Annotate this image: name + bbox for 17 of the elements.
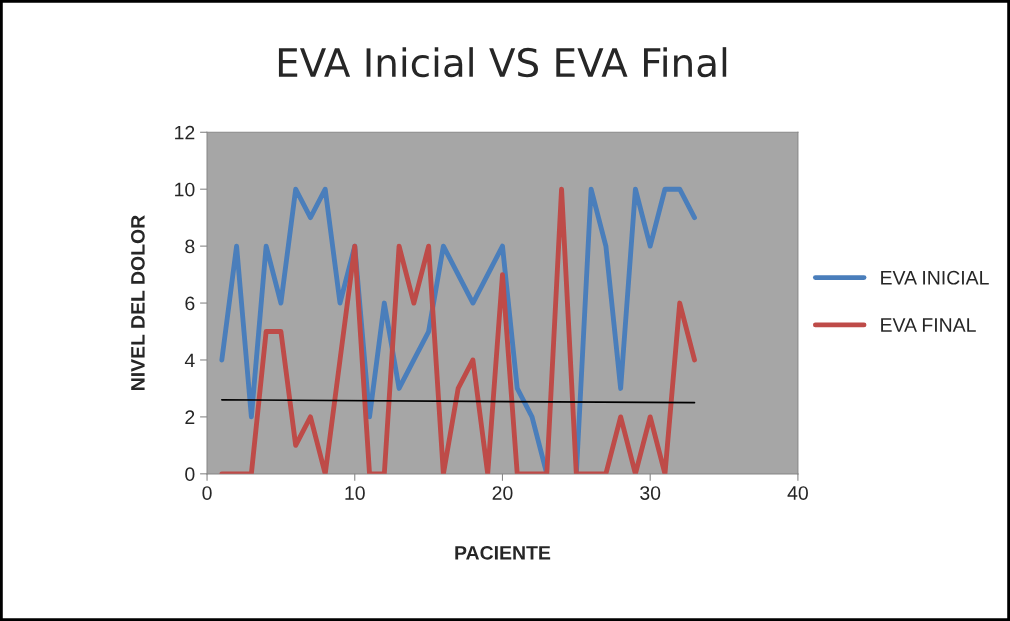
x-tick-label: 20 bbox=[492, 486, 513, 500]
y-tick-label: 2 bbox=[185, 410, 195, 424]
x-tick-label: 40 bbox=[787, 486, 808, 500]
y-tick-label: 4 bbox=[184, 353, 195, 368]
y-tick-label: 12 bbox=[175, 125, 195, 140]
y-tick-label: 10 bbox=[175, 182, 195, 197]
y-tick-label: 6 bbox=[185, 296, 195, 311]
y-axis-title: NIVEL DEL DOLOR bbox=[131, 215, 145, 390]
y-tick-label: 8 bbox=[185, 239, 195, 254]
x-tick-label: 30 bbox=[640, 486, 661, 500]
x-tick-label: 10 bbox=[345, 486, 365, 500]
x-tick-label: 0 bbox=[202, 486, 212, 500]
x-axis-title: PACIENTE bbox=[455, 545, 551, 560]
chart-title: EVA Inicial VS EVA Final bbox=[278, 47, 727, 78]
legend-label: EVA FINAL bbox=[881, 318, 976, 332]
legend-label: EVA INICIAL bbox=[881, 270, 989, 285]
y-tick-label: 0 bbox=[185, 467, 195, 482]
